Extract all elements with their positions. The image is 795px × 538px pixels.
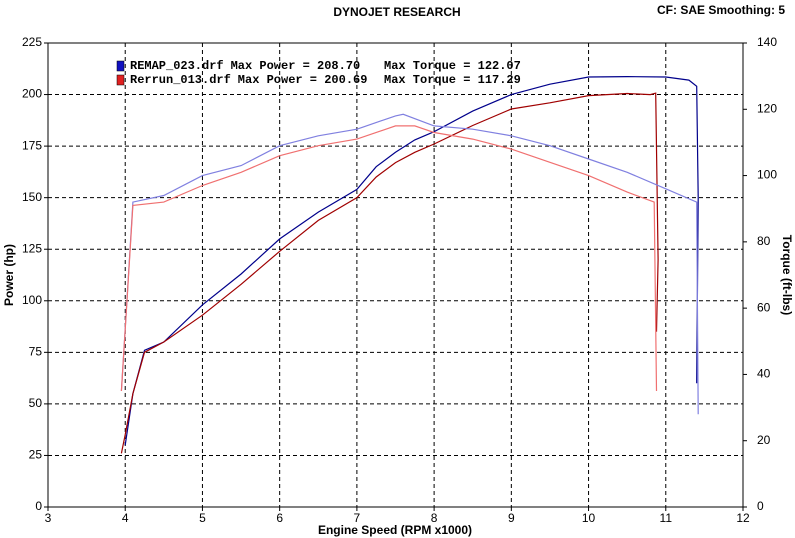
- chart-subtitle: CF: SAE Smoothing: 5: [657, 3, 785, 17]
- legend-name: Rerrun_013.drf: [130, 73, 231, 87]
- legend-name: REMAP_023.drf: [130, 59, 224, 73]
- data-line: [124, 75, 699, 446]
- y-tick-label: 50: [29, 396, 43, 410]
- x-tick-label: 6: [276, 511, 283, 525]
- y2-tick-label: 100: [757, 168, 777, 182]
- y-tick-label: 175: [22, 138, 42, 152]
- y-tick-label: 0: [35, 499, 42, 513]
- y-tick-label: 25: [29, 448, 43, 462]
- legend-swatch: [116, 60, 125, 72]
- x-tick-label: 12: [736, 511, 750, 525]
- data-line: [120, 125, 658, 392]
- chart-title: DYNOJET RESEARCH: [333, 5, 460, 19]
- x-tick-label: 8: [431, 511, 438, 525]
- y-tick-label: 75: [29, 345, 43, 359]
- x-axis-label: Engine Speed (RPM x1000): [318, 523, 472, 537]
- y-tick-label: 100: [22, 293, 42, 307]
- x-tick-label: 9: [508, 511, 515, 525]
- legend-swatch: [116, 74, 125, 86]
- x-tick-label: 5: [199, 511, 206, 525]
- y2-tick-label: 40: [757, 367, 771, 381]
- y-tick-label: 150: [22, 190, 42, 204]
- plot-frame: [47, 42, 744, 508]
- y2-tick-label: 20: [757, 433, 771, 447]
- legend-max-torque: Max Torque = 122.07: [384, 59, 521, 73]
- y-tick-label: 225: [22, 35, 42, 49]
- legend-max-torque: Max Torque = 117.29: [384, 73, 521, 87]
- data-line: [120, 113, 699, 415]
- y2-tick-label: 140: [757, 35, 777, 49]
- legend-max-power: Max Power = 200.69: [238, 73, 368, 87]
- x-tick-label: 3: [45, 511, 52, 525]
- y-tick-label: 200: [22, 87, 42, 101]
- y2-tick-label: 0: [757, 499, 764, 513]
- y2-tick-label: 120: [757, 101, 777, 115]
- y-axis-label: Power (hp): [2, 244, 16, 306]
- y2-tick-label: 80: [757, 234, 771, 248]
- x-tick-label: 7: [354, 511, 361, 525]
- y2-axis-label: Torque (ft-lbs): [780, 235, 794, 315]
- y-tick-label: 125: [22, 241, 42, 255]
- x-tick-label: 10: [582, 511, 596, 525]
- x-tick-label: 4: [122, 511, 129, 525]
- y2-tick-label: 60: [757, 300, 771, 314]
- x-tick-label: 11: [660, 511, 673, 525]
- data-line: [120, 92, 659, 454]
- legend-max-power: Max Power = 208.70: [231, 59, 361, 73]
